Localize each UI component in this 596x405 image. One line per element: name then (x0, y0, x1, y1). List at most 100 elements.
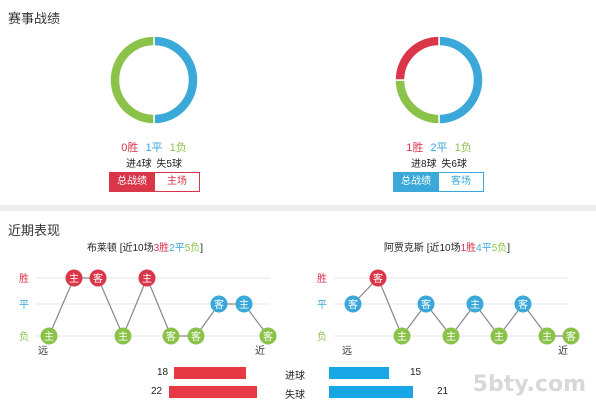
tab-total-record[interactable]: 总战绩 (109, 172, 155, 192)
goals-summary-brighton: 进4球 失5球 (54, 155, 254, 170)
record-loss: 1负 (454, 142, 472, 154)
form-point-venue: 主 (118, 331, 128, 343)
form-point-venue: 客 (93, 272, 103, 285)
tab-home-record[interactable]: 主场 (155, 172, 200, 192)
form-point-venue: 主 (470, 299, 480, 311)
record-win: 0胜 (121, 142, 139, 154)
summary-wins: 3胜 (153, 243, 170, 254)
donut-slice-draw (438, 35, 484, 125)
form-point (40, 327, 58, 345)
form-line (48, 276, 269, 338)
axis-label-draw: 平 (19, 300, 29, 311)
axis-label-win: 胜 (317, 273, 327, 285)
form-point (187, 327, 205, 345)
record-tabs-ajax: 总战绩 客场 (393, 172, 484, 192)
form-point (162, 327, 180, 345)
goals-conceded: 失5球 (156, 159, 182, 170)
form-point (369, 269, 387, 287)
left-scored-bar (174, 367, 246, 379)
site-watermark: 5bty.com (472, 372, 586, 397)
axis-label-loss: 负 (317, 330, 327, 343)
donut-chart-ajax (394, 35, 484, 125)
form-point (235, 295, 253, 313)
summary-losses: 5负 (184, 243, 201, 254)
donut-slice-loss (109, 35, 155, 125)
donut-slice-loss (394, 79, 440, 125)
axis-far-label: 远 (38, 345, 48, 357)
goals-scored: 进8球 (411, 159, 437, 170)
form-point-venue: 客 (373, 272, 383, 285)
record-summary-ajax: 1胜 2平 1负 (339, 139, 539, 155)
conceded-label: 失球 (285, 390, 305, 401)
left-scored-value: 18 (157, 367, 169, 378)
axis-label-loss: 负 (19, 330, 29, 343)
form-point (417, 295, 435, 313)
form-point (442, 327, 460, 345)
form-point (393, 327, 411, 345)
form-point-venue: 客 (166, 330, 176, 343)
form-point (490, 327, 508, 345)
team-name: 阿贾克斯 (383, 243, 424, 254)
form-point-venue: 主 (494, 331, 504, 343)
form-chart-brighton: 胜平负 主主 客主主客 客客 主客远近 (19, 269, 277, 357)
recent-title-ajax: 阿贾克斯 [近10场1胜4平5负] (327, 239, 567, 254)
form-point-venue: 客 (191, 330, 201, 343)
form-point-venue: 主 (397, 331, 407, 343)
form-point (210, 295, 228, 313)
recent-form-panel: 近期表现 布莱顿 [近10场3胜2平5负] 阿贾克斯 [近10场1胜4平5负] … (0, 211, 596, 405)
match-record-panel: 赛事战绩 0胜 1平 1负 进4球 失5球 总战绩 主场 1胜 2平 1负 进8… (8, 11, 539, 192)
right-scored-bar (329, 367, 389, 379)
form-point (138, 269, 156, 287)
record-draw: 2平 (430, 142, 448, 154)
form-point (114, 327, 132, 345)
summary-draws: 4平 (476, 243, 492, 254)
form-point (89, 269, 107, 287)
form-point-venue: 主 (142, 273, 152, 285)
tab-away-record[interactable]: 客场 (439, 172, 484, 192)
form-line (352, 276, 571, 338)
form-chart-ajax: 胜平负客客主客主主主客主 客远近 (317, 269, 580, 357)
summary-suffix: ] (200, 243, 204, 254)
left-conceded-bar (169, 386, 257, 398)
form-point-venue: 客 (214, 298, 224, 311)
form-point-venue: 主 (446, 331, 456, 343)
recent-title-brighton: 布莱顿 [近10场3胜2平5负] (25, 239, 265, 254)
form-point (65, 269, 83, 287)
donut-slice-win (394, 35, 440, 81)
form-point (259, 327, 277, 345)
right-scored-value: 15 (410, 367, 422, 378)
axis-near-label: 近 (255, 344, 265, 357)
right-conceded-bar (329, 386, 413, 398)
axis-label-draw: 平 (317, 300, 327, 311)
right-conceded-value: 21 (437, 386, 449, 397)
goals-summary-ajax: 进8球 失6球 (339, 155, 539, 170)
goals-conceded: 失6球 (441, 159, 467, 170)
form-point (562, 327, 580, 345)
form-point-venue: 客 (348, 298, 358, 311)
axis-far-label: 远 (342, 345, 352, 357)
record-win: 1胜 (406, 142, 424, 154)
form-point (466, 295, 484, 313)
axis-near-label: 近 (558, 344, 568, 357)
form-point-venue: 主 (239, 299, 249, 311)
summary-wins: 1胜 (460, 243, 477, 254)
form-point-venue: 客 (518, 298, 528, 311)
record-loss: 1负 (169, 142, 187, 154)
axis-label-win: 胜 (19, 273, 29, 285)
donut-chart-brighton (109, 35, 199, 125)
summary-suffix: ] (507, 243, 511, 254)
record-summary-brighton: 0胜 1平 1负 (54, 139, 254, 155)
form-point-venue: 客 (263, 330, 273, 343)
form-point (344, 295, 362, 313)
summary-losses: 5负 (491, 243, 508, 254)
section-title-recent: 近期表现 (8, 223, 61, 238)
summary-prefix: [近10场 (116, 243, 154, 254)
form-point-venue: 主 (69, 273, 79, 285)
form-point-venue: 客 (421, 298, 431, 311)
tab-total-record[interactable]: 总战绩 (393, 172, 439, 192)
scored-label: 进球 (285, 371, 305, 382)
record-tabs-brighton: 总战绩 主场 (109, 172, 200, 192)
team-name: 布莱顿 (86, 243, 117, 254)
left-conceded-value: 22 (151, 386, 163, 397)
form-point-venue: 主 (44, 331, 54, 343)
